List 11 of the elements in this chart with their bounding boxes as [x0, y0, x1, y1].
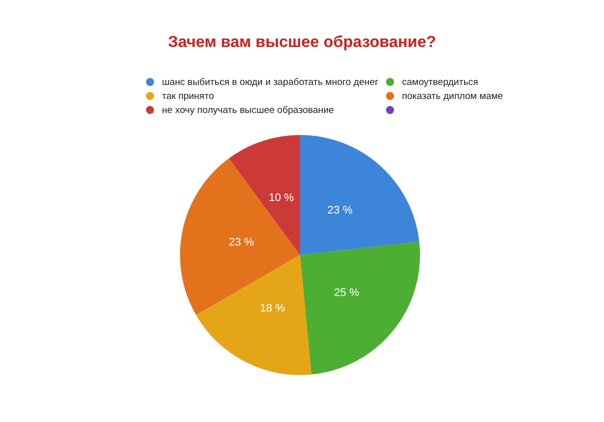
legend-label: самоутвердиться	[402, 76, 478, 88]
data-label: 10 %	[268, 192, 294, 204]
data-label: 18 %	[260, 302, 286, 314]
chart-title: Зачем вам высшее образование?	[166, 34, 438, 52]
legend-label: так принято	[162, 90, 214, 102]
data-label: 23 %	[327, 204, 353, 216]
legend-label: не хочу получать высшее образование	[162, 104, 334, 116]
legend-label: шанс выбиться в оюди и заработать много денег	[162, 76, 378, 88]
data-label: 25 %	[334, 286, 360, 299]
legend-label: показать диплом маме	[402, 90, 504, 102]
data-label: 23 %	[228, 236, 254, 249]
